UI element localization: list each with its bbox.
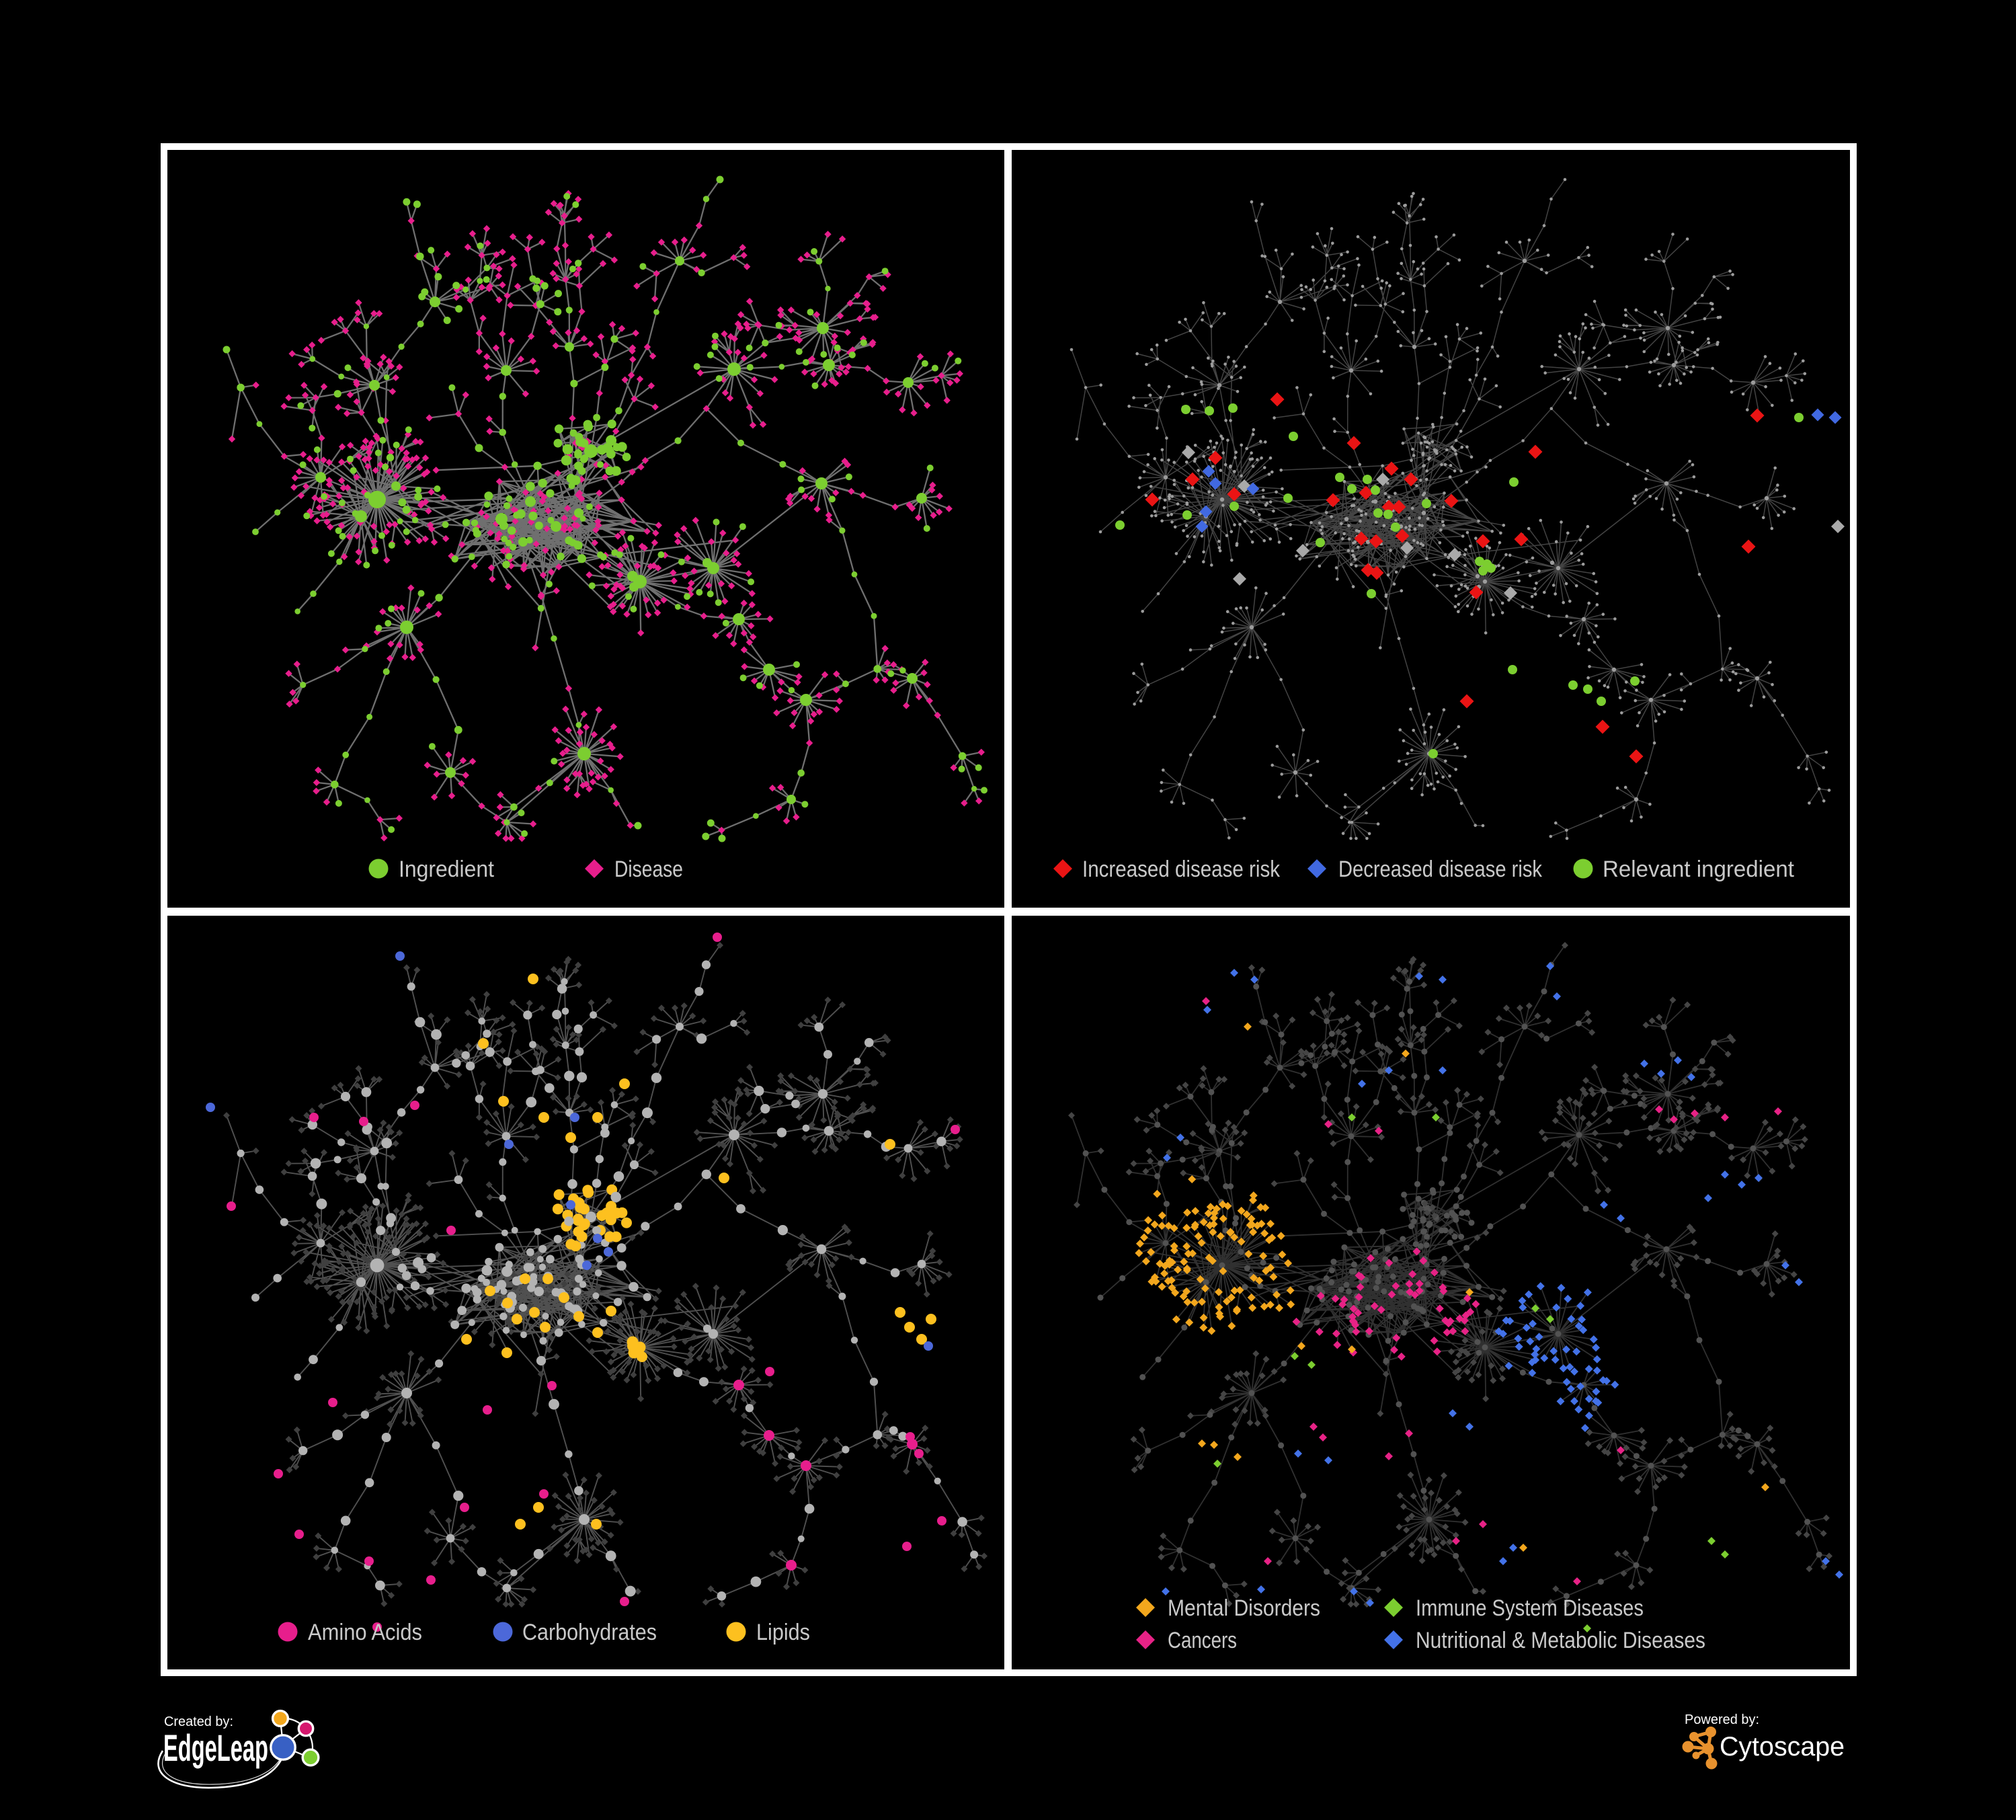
svg-text:Relevant ingredient: Relevant ingredient xyxy=(1603,857,1795,882)
svg-text:Cytoscape: Cytoscape xyxy=(1720,1732,1845,1762)
svg-text:Decreased disease risk: Decreased disease risk xyxy=(1338,857,1543,882)
svg-text:Created by:: Created by: xyxy=(164,1714,233,1729)
svg-text:Cancers: Cancers xyxy=(1168,1628,1237,1653)
svg-text:Ingredient: Ingredient xyxy=(399,857,495,882)
svg-text:Mental Disorders: Mental Disorders xyxy=(1168,1595,1320,1621)
svg-text:Disease: Disease xyxy=(614,857,683,882)
svg-text:Amino Acids: Amino Acids xyxy=(308,1620,422,1645)
svg-text:Immune System Diseases: Immune System Diseases xyxy=(1416,1595,1644,1621)
svg-text:Nutritional & Metabolic Diseas: Nutritional & Metabolic Diseases xyxy=(1416,1628,1705,1653)
svg-text:EdgeLeap: EdgeLeap xyxy=(163,1727,268,1769)
svg-text:Carbohydrates: Carbohydrates xyxy=(522,1620,657,1645)
svg-text:Lipids: Lipids xyxy=(756,1620,810,1645)
svg-text:Powered by:: Powered by: xyxy=(1685,1712,1759,1727)
svg-text:Increased disease risk: Increased disease risk xyxy=(1082,857,1281,882)
